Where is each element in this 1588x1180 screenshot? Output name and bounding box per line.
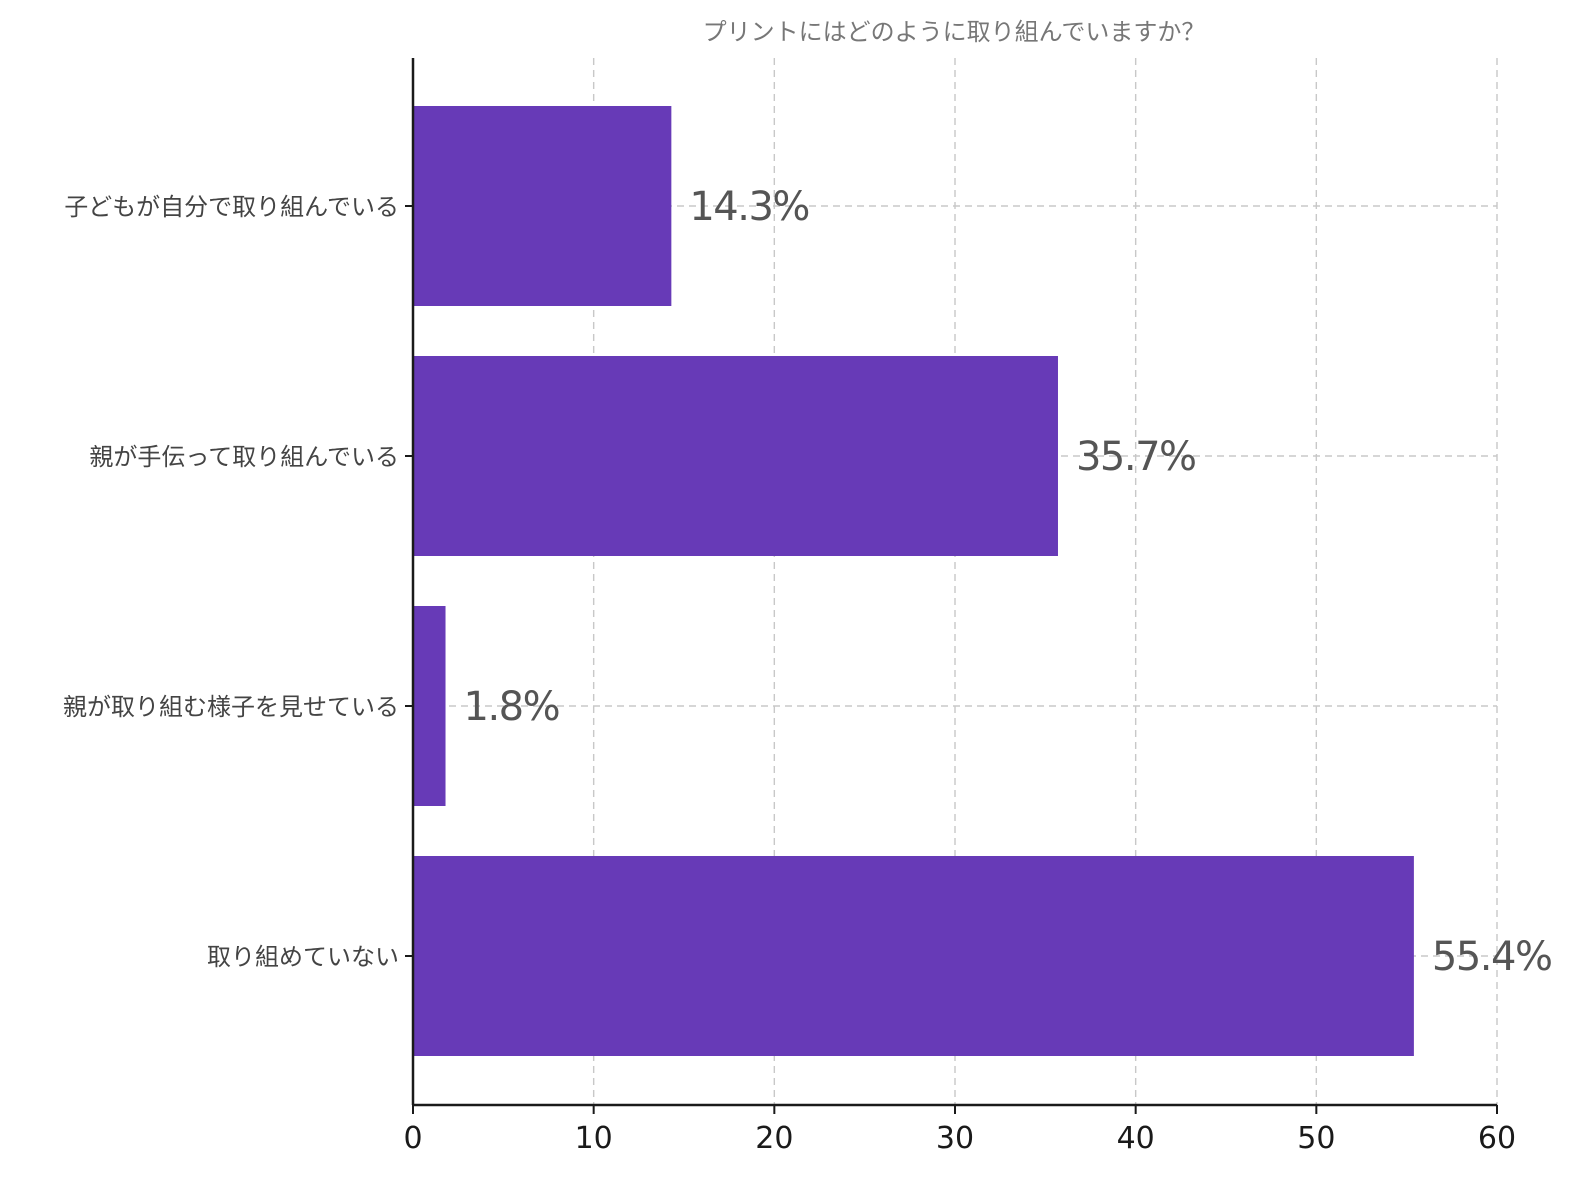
x-tick-label: 60 (1478, 1121, 1516, 1156)
x-tick-label: 0 (403, 1121, 422, 1156)
data-label: 55.4% (1432, 934, 1552, 980)
y-tick-label: 子どもが自分で取り組んでいる (64, 193, 399, 221)
data-label: 35.7% (1076, 434, 1196, 480)
x-tick-label: 20 (755, 1121, 793, 1156)
bars-layer (413, 106, 1414, 1056)
axes-layer (405, 58, 1498, 1114)
x-tick-label: 50 (1297, 1121, 1335, 1156)
data-label: 14.3% (689, 184, 809, 230)
labels-layer: 14.3% 子どもが自分で取り組んでいる 35.7% 親が手伝って取り組んでいる 1.8… (63, 184, 1553, 1156)
bar (413, 106, 672, 306)
y-tick-label: 取り組めていない (207, 943, 399, 971)
x-tick-label: 10 (575, 1121, 613, 1156)
bar (413, 356, 1058, 556)
bar (413, 606, 446, 806)
chart-title: プリントにはどのように取り組んでいますか？ (703, 18, 1206, 46)
y-tick-label: 親が取り組む様子を見せている (63, 693, 399, 721)
data-label: 1.8% (464, 684, 560, 730)
bar (413, 856, 1414, 1056)
y-tick-label: 親が手伝って取り組んでいる (89, 443, 399, 471)
x-tick-label: 30 (936, 1121, 974, 1156)
x-tick-label: 40 (1117, 1121, 1155, 1156)
